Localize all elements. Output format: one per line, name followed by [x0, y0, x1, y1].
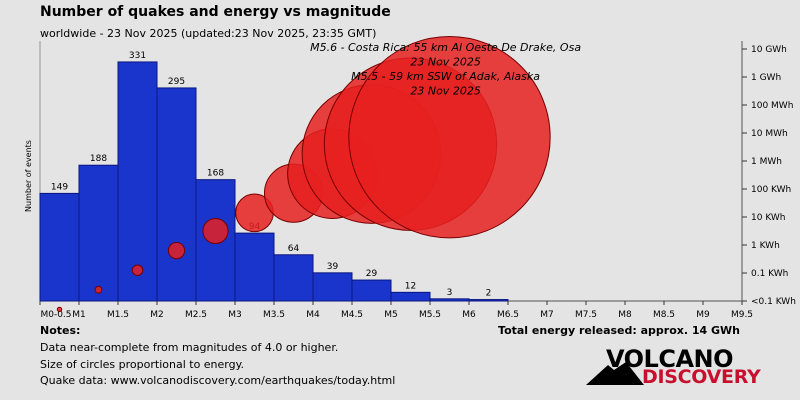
bar-value-label: 295 — [168, 77, 185, 87]
energy-circle — [56, 306, 63, 313]
energy-circle — [348, 36, 551, 239]
notes-title: Notes: — [40, 324, 81, 337]
x-tick-label: M3 — [228, 310, 242, 320]
logo-text-volcano: VOLCANO — [606, 345, 734, 373]
histogram-bar — [234, 232, 275, 302]
bar-value-label: 3 — [447, 288, 453, 298]
note-line: Size of circles proportional to energy. — [40, 358, 245, 371]
chart-title: Number of quakes and energy vs magnitude — [40, 4, 391, 20]
x-tick-label: M1.5 — [107, 310, 129, 320]
x-tick-label: M3.5 — [263, 310, 285, 320]
bar-value-label: 29 — [366, 269, 378, 279]
volcano-mountain-icon — [586, 362, 644, 385]
x-tick-label: M9 — [696, 310, 710, 320]
x-tick-label: M2.5 — [185, 310, 207, 320]
x-tick-label: M5.5 — [419, 310, 441, 320]
energy-circle — [94, 285, 103, 294]
volcano-discovery-logo[interactable] — [586, 348, 756, 388]
energy-circle — [167, 241, 186, 260]
energy-tick-label: 1 KWh — [751, 241, 780, 251]
x-tick-label: M0-0.5 — [40, 310, 71, 320]
bar-value-label: 149 — [51, 182, 68, 192]
x-tick-label: M4.5 — [341, 310, 363, 320]
x-tick-label: M5 — [384, 310, 398, 320]
x-tick-label: M6 — [462, 310, 476, 320]
energy-tick-label: 0.1 KWh — [751, 269, 788, 279]
x-tick-label: M4 — [306, 310, 320, 320]
energy-tick-label: 10 KWh — [751, 213, 786, 223]
energy-tick-label: 1 GWh — [751, 73, 781, 83]
logo-text-discovery: DISCOVERY — [642, 366, 761, 388]
histogram-bar — [117, 61, 158, 302]
event-annotation: M5.6 - Costa Rica: 55 km Al Oeste De Dra… — [310, 41, 581, 54]
x-tick-label: M8 — [618, 310, 632, 320]
energy-tick-label: 100 KWh — [751, 185, 791, 195]
energy-tick-label: 10 GWh — [751, 45, 787, 55]
event-annotation: 23 Nov 2025 — [410, 56, 480, 69]
bar-value-label: 331 — [129, 51, 146, 61]
histogram-bar — [156, 87, 197, 302]
histogram-bar — [468, 299, 509, 302]
event-annotation: 23 Nov 2025 — [410, 85, 480, 98]
energy-circle — [131, 264, 144, 276]
note-line: Data near-complete from magnitudes of 4.… — [40, 341, 339, 354]
histogram-bar — [312, 272, 353, 302]
histogram-bar — [429, 298, 470, 302]
x-tick-label: M2 — [150, 310, 164, 320]
total-energy: Total energy released: approx. 14 GWh — [498, 324, 740, 337]
x-tick-label: M7.5 — [575, 310, 597, 320]
bar-value-label: 39 — [327, 262, 339, 272]
energy-tick-label: 1 MWh — [751, 157, 782, 167]
histogram-bar — [78, 164, 119, 302]
chart-subtitle: worldwide - 23 Nov 2025 (updated:23 Nov … — [40, 27, 377, 40]
bar-value-label: 64 — [288, 244, 300, 254]
bar-value-label: 188 — [90, 154, 107, 164]
bar-value-label: 12 — [405, 281, 416, 291]
histogram-bar — [390, 291, 431, 302]
x-tick-label: M9.5 — [731, 310, 753, 320]
energy-tick-label: 100 MWh — [751, 101, 793, 111]
bar-value-label: 2 — [486, 289, 492, 299]
x-tick-label: M1 — [72, 310, 86, 320]
event-annotation: M5.5 - 59 km SSW of Adak, Alaska — [351, 70, 540, 83]
energy-tick-label: <0.1 KWh — [751, 297, 796, 307]
x-tick-label: M7 — [540, 310, 554, 320]
energy-tick-label: 10 MWh — [751, 129, 788, 139]
note-line: Quake data: www.volcanodiscovery.com/ear… — [40, 374, 396, 387]
histogram-bar — [273, 254, 314, 302]
energy-circle — [202, 217, 229, 245]
x-tick-label: M8.5 — [653, 310, 675, 320]
x-tick-label: M6.5 — [497, 310, 519, 320]
histogram-bar — [351, 279, 392, 302]
bar-value-label: 168 — [207, 169, 224, 179]
histogram-bar — [39, 192, 80, 302]
y-axis-label: Number of events — [24, 140, 33, 212]
